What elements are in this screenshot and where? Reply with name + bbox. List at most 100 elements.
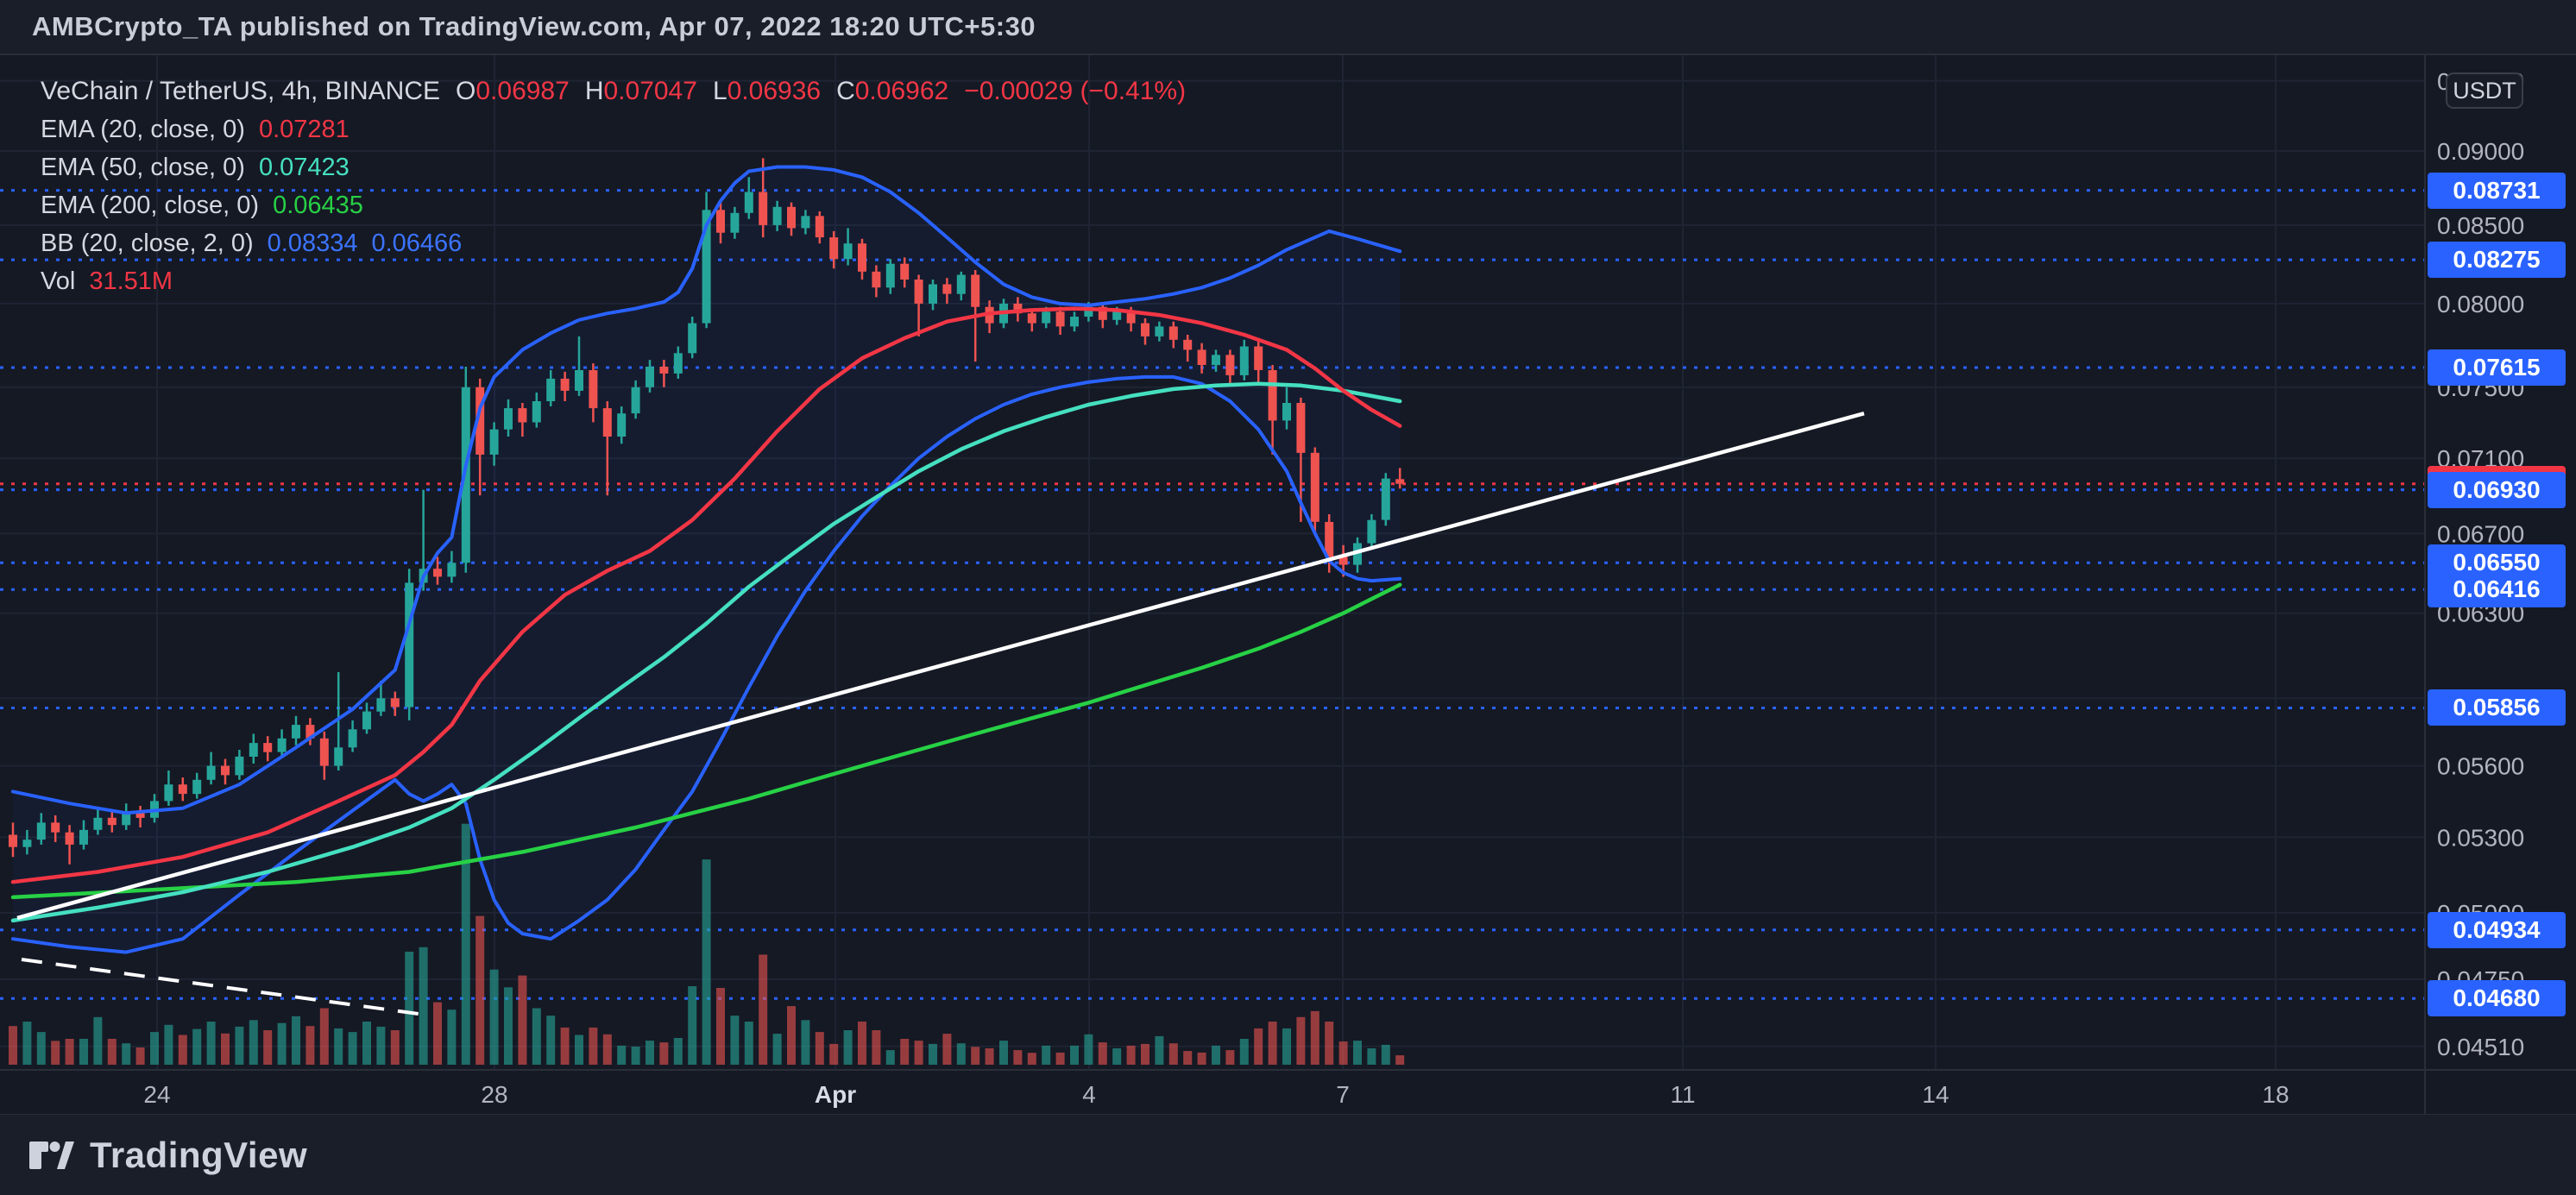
indicator-row-bb-3[interactable]: BB (20, close, 2, 0) 0.08334 0.06466 (41, 224, 1186, 262)
alert-price-badge[interactable]: 0.06930 (2428, 472, 2566, 508)
candle-body (79, 829, 88, 845)
candle-body (575, 370, 583, 391)
indicator-row-ema-2[interactable]: EMA (200, close, 0) 0.06435 (41, 186, 1186, 224)
volume-bar (1084, 1034, 1093, 1065)
candle-body (532, 401, 541, 423)
volume-bar (985, 1048, 994, 1065)
volume-bar (589, 1027, 598, 1065)
indicator-row-ema-0[interactable]: EMA (20, close, 0) 0.07281 (41, 110, 1186, 148)
candle-body (263, 743, 273, 752)
candle-body (1338, 557, 1348, 565)
volume-bar (22, 1022, 32, 1065)
candle-body (843, 243, 853, 260)
volume-bar (122, 1043, 131, 1065)
candle-body (447, 563, 457, 577)
candle-body (334, 747, 343, 766)
time-axis-label[interactable]: 28 (481, 1081, 507, 1108)
bollinger-lower-line[interactable] (11, 374, 1402, 954)
volume-bar (1183, 1051, 1193, 1065)
time-axis-label[interactable]: 11 (1670, 1081, 1695, 1108)
volume-bar (971, 1047, 980, 1065)
volume-bar (334, 1028, 343, 1065)
alert-price-badge[interactable]: 0.06416 (2428, 571, 2566, 607)
candle-body (1042, 311, 1051, 324)
candle-body (1325, 521, 1334, 557)
candle-body (1070, 317, 1079, 327)
volume-bar (1070, 1045, 1079, 1065)
volume-bar (249, 1020, 258, 1065)
candle-body (646, 367, 654, 387)
volume-bar (1013, 1050, 1023, 1065)
bollinger-upper-line[interactable] (11, 165, 1402, 815)
chart-pane[interactable] (0, 54, 2576, 1115)
alert-price-badge[interactable]: 0.05856 (2428, 689, 2566, 726)
volume-bar (815, 1032, 824, 1065)
candle-body (36, 822, 46, 840)
candle-body (1212, 355, 1220, 366)
volume-bar (9, 1026, 17, 1065)
alert-price-badge[interactable]: 0.08731 (2428, 173, 2566, 209)
volume-bar (79, 1039, 88, 1065)
change-value: −0.00029 (−0.41%) (964, 77, 1187, 105)
candle-body (589, 370, 598, 409)
high-value: 0.07047 (603, 77, 697, 105)
volume-bar (1367, 1048, 1376, 1065)
alert-price-badge[interactable]: 0.07615 (2428, 349, 2566, 386)
candle-body (22, 840, 32, 847)
alert-price-badge[interactable]: 0.08275 (2428, 242, 2566, 278)
indicator-value: 31.51M (89, 267, 173, 295)
volume-bar (93, 1016, 103, 1065)
candle-body (433, 569, 442, 577)
candle-body (1395, 479, 1405, 484)
ema200-line[interactable] (10, 582, 1402, 900)
time-axis-label[interactable]: 18 (2262, 1081, 2289, 1108)
candle-body (1027, 313, 1036, 324)
candle-body (815, 216, 824, 238)
candle-body (1239, 346, 1249, 375)
symbol-row[interactable]: VeChain / TetherUS, 4h, BINANCE O0.06987… (41, 72, 1186, 110)
alert-price-badge[interactable]: 0.04680 (2428, 980, 2566, 1016)
volume-bar (1098, 1042, 1107, 1065)
candle-body (914, 280, 923, 304)
volume-bar (560, 1027, 570, 1065)
indicator-row-volume[interactable]: Vol 31.51M (41, 262, 1186, 300)
symbol-title[interactable]: VeChain / TetherUS, 4h, BINANCE (41, 77, 441, 105)
indicator-row-ema-1[interactable]: EMA (50, close, 0) 0.07423 (41, 148, 1186, 186)
time-axis-label[interactable]: 4 (1082, 1081, 1096, 1108)
alert-price-badge[interactable]: 0.04934 (2428, 912, 2566, 948)
time-axis-label[interactable]: 14 (1922, 1081, 1949, 1108)
ema20-line[interactable] (10, 306, 1402, 884)
volume-bar (787, 1006, 796, 1065)
volume-bar (51, 1041, 60, 1065)
volume-bar (107, 1039, 117, 1065)
price-axis-label: 0.05300 (2437, 824, 2524, 851)
candle-body (1353, 543, 1362, 565)
bollinger-band-fill (13, 167, 1401, 953)
volume-bar (759, 954, 768, 1065)
time-axis-label[interactable]: Apr (815, 1081, 856, 1108)
candle-body (461, 387, 470, 563)
volume-bar (772, 1034, 782, 1065)
tradingview-logo-icon[interactable] (26, 1140, 76, 1171)
candle-body (1197, 349, 1206, 365)
candle-body (277, 738, 287, 752)
candle-body (1126, 311, 1136, 324)
time-axis-label[interactable]: 24 (143, 1081, 170, 1108)
candle-body (602, 408, 612, 437)
ema50-line[interactable] (10, 381, 1402, 923)
tradingview-brand[interactable]: TradingView (90, 1134, 308, 1175)
candle-body (1381, 478, 1390, 520)
indicator-label: EMA (200, close, 0) (41, 191, 260, 219)
volume-bar (1126, 1045, 1136, 1065)
currency-unit-button[interactable]: USDT (2446, 72, 2523, 109)
candle-body (900, 263, 910, 280)
time-axis-label[interactable]: 7 (1336, 1081, 1350, 1108)
volume-bar (617, 1045, 627, 1065)
volume-bar (1282, 1028, 1291, 1065)
candle-body (801, 216, 810, 229)
candle-body (1268, 370, 1277, 421)
trendline[interactable] (16, 412, 1865, 921)
candle-body (546, 378, 556, 401)
volume-bar (192, 1028, 202, 1065)
